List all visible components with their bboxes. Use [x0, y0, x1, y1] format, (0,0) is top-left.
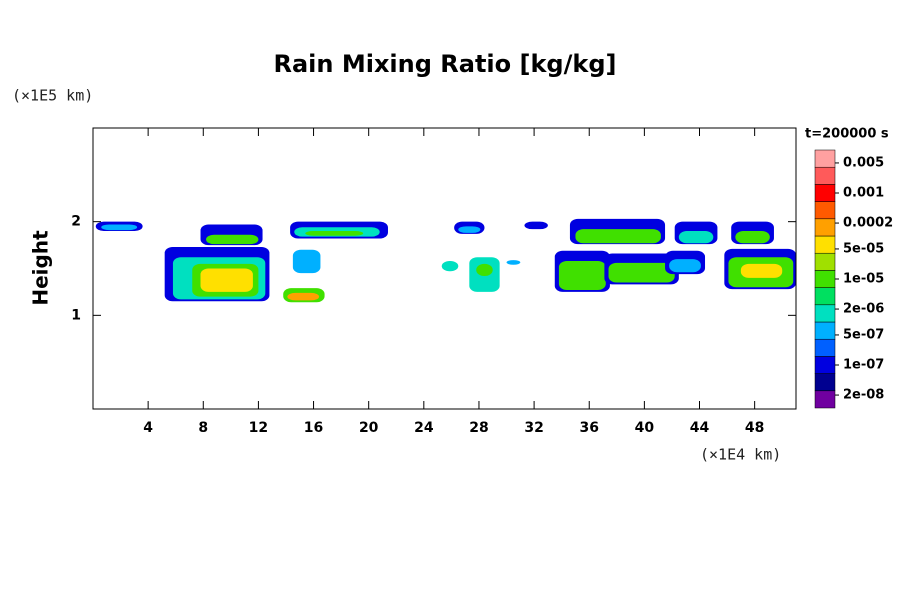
colorbar-box [814, 270, 836, 288]
chart-title: Rain Mixing Ratio [kg/kg] [274, 50, 617, 78]
colorbar-box [814, 373, 836, 392]
rain-region [292, 249, 321, 274]
colorbar-box [814, 149, 836, 168]
x-tick-label: 20 [359, 420, 379, 436]
colorbar-label: 1e-07 [843, 358, 884, 373]
rain-region [200, 268, 253, 292]
rain-region [101, 224, 138, 231]
rain-region [735, 231, 770, 244]
colorbar-box [814, 252, 836, 271]
colorbar-box [814, 356, 836, 374]
colorbar-label: 0.001 [843, 186, 884, 201]
x-tick-label: 12 [249, 420, 268, 436]
colorbar-label: 2e-06 [843, 302, 884, 317]
plot-frame [92, 127, 797, 410]
colorbar-box [814, 184, 836, 202]
x-tick-label: 8 [198, 420, 208, 436]
colorbar-box [814, 390, 836, 409]
rain-region [287, 292, 320, 301]
rain-region [524, 221, 548, 230]
rain-region [558, 261, 606, 291]
rain-region [740, 263, 783, 278]
rain-region [669, 259, 701, 273]
colorbar-box [814, 201, 836, 220]
colorbar-label: 1e-05 [843, 272, 884, 287]
colorbar-box [814, 218, 836, 237]
colorbar-box [814, 235, 836, 254]
x-tick-label: 24 [414, 420, 434, 436]
x-unit: (×1E4 km) [700, 446, 781, 464]
colorbar-box [814, 166, 836, 185]
x-tick-label: 36 [579, 420, 598, 436]
y-tick-label: 1 [71, 307, 81, 323]
rain-region [678, 231, 714, 244]
colorbar-label: 2e-08 [843, 388, 884, 403]
x-tick-label: 40 [635, 420, 655, 436]
rain-region [206, 234, 259, 245]
colorbar-box [814, 321, 836, 340]
rain-region [441, 261, 459, 272]
y-axis-label: Height [29, 230, 53, 306]
colorbar-label: 5e-07 [843, 327, 884, 342]
x-tick-label: 44 [690, 420, 710, 436]
rain-region [506, 260, 521, 265]
rain-region [458, 226, 481, 233]
y-unit: (×1E5 km) [12, 87, 93, 105]
x-tick-label: 28 [469, 420, 488, 436]
colorbar-box [814, 304, 836, 323]
colorbar-label: 0.005 [843, 155, 884, 170]
x-tick-label: 4 [143, 420, 153, 436]
y-tick-label: 2 [71, 214, 81, 230]
rain-region [608, 262, 675, 283]
colorbar-label: 5e-05 [843, 241, 884, 256]
time-annotation: t=200000 s [805, 127, 889, 142]
colorbar-box [814, 338, 836, 357]
x-tick-label: 16 [304, 420, 323, 436]
rain-region [575, 229, 661, 244]
x-tick-label: 48 [745, 420, 764, 436]
rain-region [476, 263, 493, 276]
colorbar-box [814, 287, 836, 306]
colorbar-label: 0.0002 [843, 216, 893, 231]
rain-region [305, 231, 364, 236]
x-tick-label: 32 [524, 420, 543, 436]
